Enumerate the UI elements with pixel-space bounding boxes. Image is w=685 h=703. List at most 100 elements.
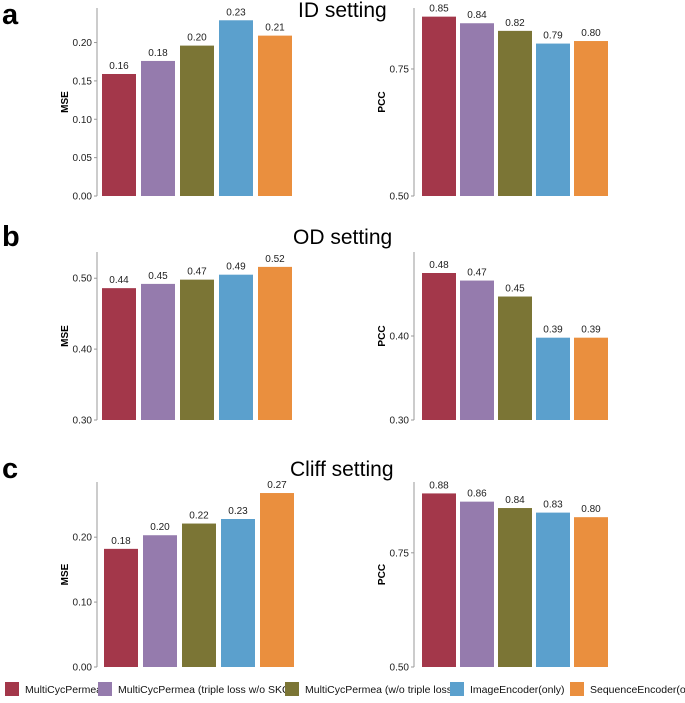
chart-a-mse-bar xyxy=(141,60,175,197)
chart-c-mse-bar xyxy=(143,535,177,667)
chart-b-mse-bar-label: 0.44 xyxy=(109,275,129,286)
chart-b-pcc-bar xyxy=(498,296,532,420)
chart-c-pcc-tick-label: 0.50 xyxy=(390,663,410,674)
chart-a-pcc-bar-label: 0.84 xyxy=(467,10,487,21)
chart-b-pcc-tick-label: 0.40 xyxy=(390,332,410,343)
legend-label: MultiCycPermea xyxy=(25,684,102,696)
chart-id-mse: 0.00 0.05 0.10 0.15 0.20 MSE 0.16 0.18 0.20 0.23 0… xyxy=(60,7,292,203)
chart-b-mse-ylabel: MSE xyxy=(60,325,71,347)
chart-c-mse-tick-label: 0.10 xyxy=(73,598,93,609)
chart-a-pcc-tick-label: 0.75 xyxy=(390,64,410,75)
chart-a-mse-tick-label: 0.10 xyxy=(73,115,93,126)
chart-a-mse-bar-label: 0.16 xyxy=(109,61,129,72)
chart-a-pcc-bar xyxy=(460,23,494,197)
chart-a-mse-tick-label: 0.20 xyxy=(73,38,93,49)
chart-c-mse-bar xyxy=(260,493,294,667)
chart-a-mse-bar xyxy=(102,73,136,196)
panel-title-id: ID setting xyxy=(298,0,387,22)
chart-c-pcc-bar-label: 0.80 xyxy=(581,504,601,515)
legend-label: ImageEncoder(only) xyxy=(470,684,565,696)
chart-c-pcc-ylabel: PCC xyxy=(377,564,388,585)
chart-b-mse-bar-label: 0.49 xyxy=(226,262,246,273)
chart-a-mse-ylabel: MSE xyxy=(60,91,71,113)
panel-letter-c: c xyxy=(2,453,18,485)
legend-label: SequenceEncoder(only) xyxy=(590,684,685,696)
chart-a-pcc-bar xyxy=(574,41,608,197)
chart-a-mse-bar-label: 0.21 xyxy=(265,23,285,34)
panel-title-cliff: Cliff setting xyxy=(290,458,394,481)
chart-c-pcc-bar-label: 0.83 xyxy=(543,500,563,511)
legend-swatch xyxy=(5,682,19,696)
chart-a-mse-bar-label: 0.18 xyxy=(148,48,168,59)
chart-b-mse-bar xyxy=(219,274,253,420)
chart-c-mse-bar xyxy=(221,519,255,667)
chart-c-mse-bar-label: 0.22 xyxy=(189,511,209,522)
legend-swatch xyxy=(570,682,584,696)
chart-a-pcc-bar-label: 0.85 xyxy=(429,4,449,15)
chart-c-mse-bar-label: 0.18 xyxy=(111,536,131,547)
chart-b-mse-tick-label: 0.50 xyxy=(73,274,93,285)
chart-b-pcc-bar xyxy=(574,337,608,420)
chart-b-pcc-bar-label: 0.39 xyxy=(543,325,563,336)
chart-c-mse-bar xyxy=(104,548,138,667)
chart-b-mse-tick-label: 0.40 xyxy=(73,345,93,356)
chart-b-pcc-bar-label: 0.39 xyxy=(581,325,601,336)
chart-c-mse-bar-label: 0.20 xyxy=(150,522,170,533)
chart-a-pcc-bar xyxy=(498,30,532,196)
chart-a-pcc-bar-label: 0.82 xyxy=(505,18,525,29)
chart-b-mse-bar xyxy=(258,266,292,420)
chart-b-pcc-bar xyxy=(422,273,456,420)
chart-a-pcc-bar xyxy=(422,16,456,197)
chart-c-pcc-bar xyxy=(422,493,456,667)
legend-label: MultiCycPermea (triple loss w/o SKC) xyxy=(118,684,293,696)
chart-b-mse-bar-label: 0.52 xyxy=(265,254,285,265)
chart-od-mse: 0.30 0.40 0.50 MSE 0.44 0.45 0.47 0.49 0.52 xyxy=(60,252,292,427)
chart-c-pcc-bar xyxy=(536,512,570,667)
chart-c-pcc-bar xyxy=(498,508,532,667)
chart-a-mse-bar xyxy=(258,35,292,197)
chart-c-mse-bar-label: 0.23 xyxy=(228,506,248,517)
legend-swatch xyxy=(450,682,464,696)
chart-a-mse-bar xyxy=(219,20,253,196)
chart-b-mse-bar-label: 0.47 xyxy=(187,267,207,278)
chart-c-mse-tick-label: 0.20 xyxy=(73,533,93,544)
legend-swatch xyxy=(285,682,299,696)
chart-id-pcc: 0.50 0.75 PCC 0.85 0.84 0.82 0.79 0.80 xyxy=(377,4,608,203)
chart-a-mse-tick-label: 0.00 xyxy=(73,192,93,203)
chart-c-pcc-bar xyxy=(460,501,494,667)
chart-b-pcc-tick-label: 0.30 xyxy=(390,416,410,427)
chart-b-mse-bar xyxy=(180,279,214,420)
legend-label: MultiCycPermea (w/o triple loss) xyxy=(305,684,456,696)
legend-swatch xyxy=(98,682,112,696)
chart-c-mse-bar-label: 0.27 xyxy=(267,480,287,491)
legend: MultiCycPermea MultiCycPermea (triple lo… xyxy=(5,682,685,696)
chart-b-mse-bar xyxy=(141,283,175,420)
chart-b-mse-tick-label: 0.30 xyxy=(73,416,93,427)
chart-b-mse-bar xyxy=(102,288,136,420)
chart-a-mse-bar-label: 0.20 xyxy=(187,33,207,44)
chart-a-mse-tick-label: 0.15 xyxy=(73,76,93,87)
chart-a-pcc-bar xyxy=(536,43,570,196)
chart-a-pcc-ylabel: PCC xyxy=(377,91,388,112)
chart-b-pcc-bar-label: 0.47 xyxy=(467,268,487,279)
chart-a-pcc-bar-label: 0.80 xyxy=(581,28,601,39)
chart-c-pcc-bar-label: 0.88 xyxy=(429,480,449,491)
chart-b-pcc-bar-label: 0.48 xyxy=(429,260,449,271)
chart-c-pcc-tick-label: 0.75 xyxy=(390,548,410,559)
chart-c-mse-bar xyxy=(182,523,216,667)
chart-c-pcc-bar xyxy=(574,517,608,667)
panel-title-od: OD setting xyxy=(293,226,392,249)
chart-c-pcc-bar-label: 0.86 xyxy=(467,489,487,500)
chart-a-pcc-bar-label: 0.79 xyxy=(543,31,563,42)
chart-b-mse-bar-label: 0.45 xyxy=(148,271,168,282)
chart-a-mse-bar-label: 0.23 xyxy=(226,7,246,18)
chart-b-pcc-bar xyxy=(460,280,494,420)
chart-c-mse-tick-label: 0.00 xyxy=(73,663,93,674)
chart-a-mse-tick-label: 0.05 xyxy=(73,153,93,164)
panel-letter-b: b xyxy=(2,221,20,253)
panel-letter-a: a xyxy=(2,0,19,31)
chart-c-mse-ylabel: MSE xyxy=(60,563,71,585)
